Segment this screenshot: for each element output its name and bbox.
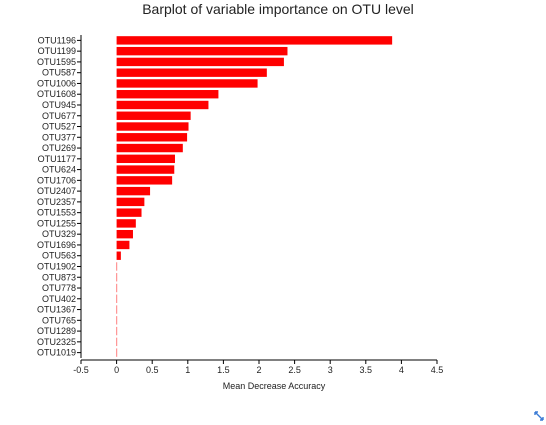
bar-otu1696 bbox=[116, 240, 130, 250]
bar-otu587 bbox=[116, 68, 267, 77]
y-tick-label: OTU1696 bbox=[37, 240, 76, 250]
bar-otu2357 bbox=[116, 197, 145, 207]
bar-otu677 bbox=[116, 111, 191, 120]
y-tick-label: OTU2325 bbox=[37, 337, 76, 347]
x-tick-label: 1.5 bbox=[217, 365, 230, 375]
bar-otu402 bbox=[116, 294, 118, 303]
x-tick-label: 1 bbox=[185, 365, 190, 375]
y-tick-label: OTU1255 bbox=[37, 218, 76, 228]
bar-otu527 bbox=[116, 122, 189, 131]
bar-otu377 bbox=[116, 133, 188, 142]
y-tick-label: OTU2407 bbox=[37, 186, 76, 196]
x-tick-label: 0 bbox=[114, 365, 119, 375]
y-tick-label: OTU1196 bbox=[38, 35, 76, 45]
y-tick-label: OTU1019 bbox=[37, 348, 76, 358]
y-tick-label: OTU1006 bbox=[37, 78, 76, 88]
y-tick-label: OTU1706 bbox=[37, 175, 76, 185]
bar-otu1196 bbox=[116, 36, 393, 45]
y-tick-label: OTU873 bbox=[42, 272, 76, 282]
y-tick-label: OTU563 bbox=[42, 251, 76, 261]
x-tick-label: 3.5 bbox=[360, 365, 373, 375]
bar-otu624 bbox=[116, 165, 175, 174]
bar-otu873 bbox=[116, 273, 118, 282]
bar-otu329 bbox=[116, 229, 133, 239]
bar-otu269 bbox=[116, 143, 183, 153]
bars-group bbox=[116, 36, 393, 357]
y-tick-label: OTU1177 bbox=[38, 154, 76, 164]
y-tick-label: OTU587 bbox=[42, 68, 76, 78]
x-tick-label: -0.5 bbox=[73, 365, 89, 375]
y-tick-label: OTU945 bbox=[42, 100, 76, 110]
bar-otu778 bbox=[116, 283, 118, 293]
x-axis-title: Mean Decrease Accuracy bbox=[223, 381, 326, 391]
x-tick-label: 2 bbox=[256, 365, 261, 375]
y-tick-label: OTU402 bbox=[42, 294, 76, 304]
bar-otu1367 bbox=[116, 305, 118, 314]
bar-otu1289 bbox=[116, 326, 118, 336]
bar-otu945 bbox=[116, 100, 209, 110]
y-tick-label: OTU677 bbox=[42, 111, 76, 121]
expand-icon[interactable] bbox=[534, 411, 544, 421]
y-tick-label: OTU1608 bbox=[37, 89, 76, 99]
bar-otu1019 bbox=[116, 348, 118, 357]
y-tick-label: OTU527 bbox=[42, 122, 76, 132]
y-tick-label: OTU269 bbox=[42, 143, 76, 153]
bar-otu1177 bbox=[116, 154, 175, 164]
y-tick-label: OTU778 bbox=[42, 283, 76, 293]
y-tick-label: OTU1289 bbox=[37, 326, 76, 336]
bar-otu765 bbox=[116, 316, 118, 325]
chart-title: Barplot of variable importance on OTU le… bbox=[142, 1, 414, 17]
bar-otu1199 bbox=[116, 46, 288, 56]
x-tick-label: 4 bbox=[399, 365, 404, 375]
bar-otu563 bbox=[116, 251, 121, 260]
y-tick-label: OTU1199 bbox=[38, 46, 76, 56]
bar-otu1902 bbox=[116, 262, 118, 271]
x-axis: -0.5 0 0.5 1 1.5 2 2.5 3 3.5 4 4.5 bbox=[73, 359, 444, 375]
x-tick-label: 0.5 bbox=[146, 365, 159, 375]
y-tick-label: OTU329 bbox=[42, 229, 76, 239]
y-tick-label: OTU1902 bbox=[37, 261, 76, 271]
bar-otu1255 bbox=[116, 219, 136, 228]
y-tick-label: OTU624 bbox=[42, 165, 76, 175]
bar-otu1006 bbox=[116, 79, 258, 88]
y-tick-label: OTU1595 bbox=[37, 57, 76, 67]
bar-otu2325 bbox=[116, 337, 118, 347]
bar-otu1608 bbox=[116, 90, 219, 99]
x-tick-label: 4.5 bbox=[431, 365, 444, 375]
y-tick-label: OTU1367 bbox=[37, 305, 76, 315]
bar-otu1595 bbox=[116, 57, 284, 67]
y-tick-label: OTU765 bbox=[42, 315, 76, 325]
y-tick-label: OTU377 bbox=[42, 132, 76, 142]
y-tick-label: OTU2357 bbox=[37, 197, 76, 207]
y-axis: OTU1196OTU1199OTU1595OTU587OTU1006OTU160… bbox=[37, 35, 82, 358]
x-tick-label: 3 bbox=[328, 365, 333, 375]
bar-otu1553 bbox=[116, 208, 142, 217]
x-tick-label: 2.5 bbox=[288, 365, 301, 375]
y-tick-label: OTU1553 bbox=[37, 208, 76, 218]
bar-otu2407 bbox=[116, 186, 151, 196]
bar-otu1706 bbox=[116, 176, 173, 185]
